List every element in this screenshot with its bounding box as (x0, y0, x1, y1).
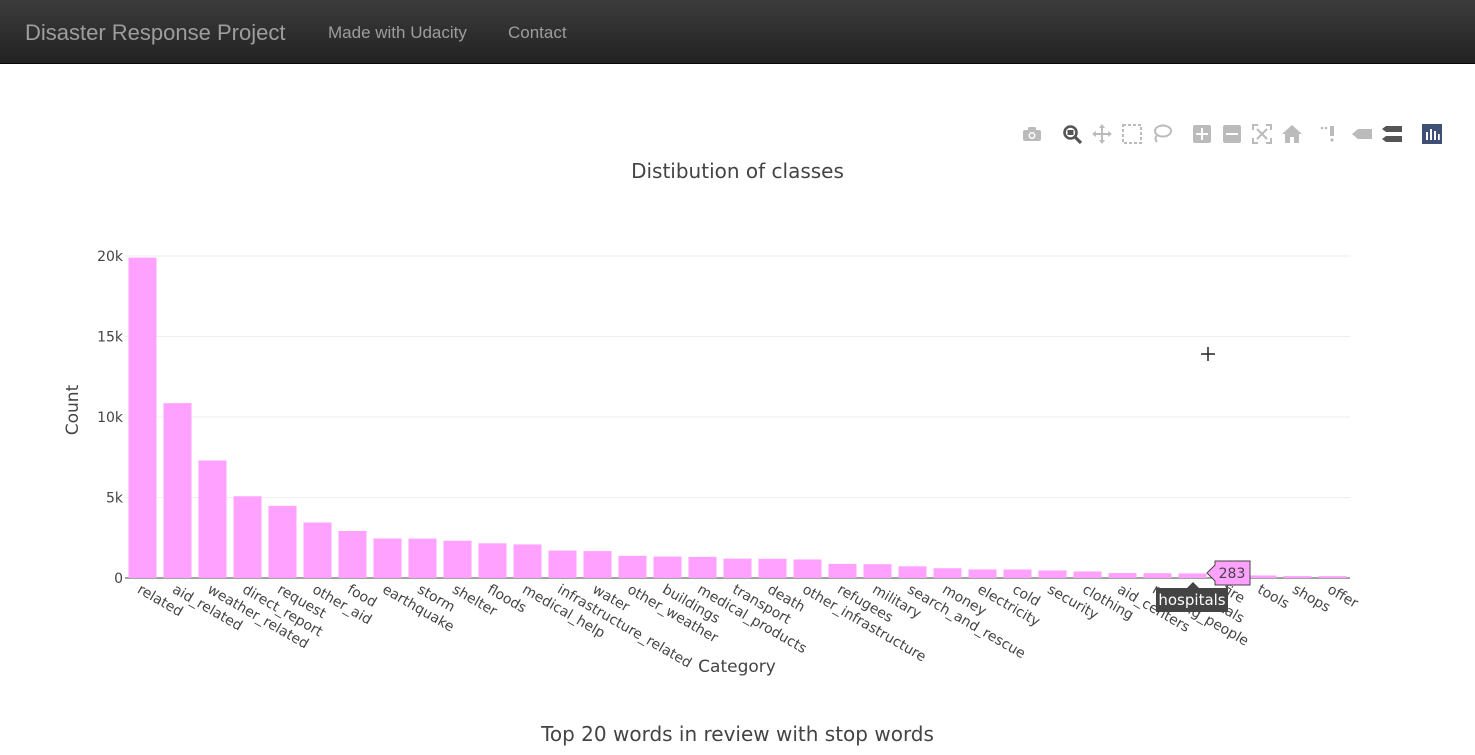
y-axis-ticks: 0 5k 10k 15k 20k (97, 249, 124, 587)
bar-food[interactable] (338, 530, 367, 578)
hover-value: 283 (1219, 566, 1246, 582)
bar-floods[interactable] (478, 543, 507, 578)
x-tick-label: shops (1290, 582, 1333, 616)
bar-other_infrastructure[interactable] (793, 559, 822, 578)
bar-shops[interactable] (1283, 576, 1312, 578)
bar-earthquake[interactable] (373, 538, 402, 578)
x-tick-label: tools (1255, 582, 1292, 613)
bar-tools[interactable] (1248, 575, 1277, 578)
bar-related[interactable] (128, 257, 157, 578)
zoom-in-icon[interactable] (1191, 123, 1213, 145)
bar-weather_related[interactable] (198, 460, 227, 578)
bar-shelter[interactable] (443, 540, 472, 578)
next-chart-title: Top 20 words in review with stop words (541, 722, 934, 746)
bar-hospitals[interactable] (1178, 573, 1207, 578)
nav-link-udacity[interactable]: Made with Udacity (328, 23, 467, 42)
bar-death[interactable] (758, 558, 787, 578)
hover-category: hospitals (1158, 591, 1225, 609)
hover-label: 283 hospitals (1156, 560, 1251, 612)
camera-icon[interactable] (1021, 123, 1043, 145)
bar-storm[interactable] (408, 538, 437, 578)
bar-money[interactable] (933, 568, 962, 578)
bar-aid_related[interactable] (163, 403, 192, 578)
plotly-logo-icon[interactable] (1421, 123, 1443, 145)
hover-compare-icon[interactable] (1381, 123, 1403, 145)
y-tick-label: 10k (97, 410, 124, 426)
bar-direct_report[interactable] (233, 496, 262, 578)
y-axis-title: Count (63, 384, 83, 435)
bar-missing_people[interactable] (1143, 573, 1172, 578)
lasso-icon[interactable] (1151, 123, 1173, 145)
brand-link[interactable]: Disaster Response Project (25, 20, 286, 45)
reset-axes-icon[interactable] (1281, 123, 1303, 145)
bar-refugees[interactable] (828, 563, 857, 578)
bar-offer[interactable] (1318, 576, 1347, 578)
bar-aid_centers[interactable] (1108, 573, 1137, 578)
box-select-icon[interactable] (1121, 123, 1143, 145)
bar-request[interactable] (268, 505, 297, 578)
bar-other_weather[interactable] (618, 555, 647, 578)
pan-icon[interactable] (1091, 123, 1113, 145)
bar-cold[interactable] (1003, 569, 1032, 578)
bar-security[interactable] (1038, 570, 1067, 578)
bar-clothing[interactable] (1073, 571, 1102, 578)
autoscale-icon[interactable] (1251, 123, 1273, 145)
chart-title: Distibution of classes (631, 159, 844, 183)
bars (128, 257, 1347, 578)
bar-medical_products[interactable] (688, 556, 717, 578)
bar-search_and_rescue[interactable] (898, 566, 927, 578)
x-tick-label: offer (1325, 582, 1361, 612)
bar-buildings[interactable] (653, 556, 682, 578)
y-tick-label: 5k (106, 491, 124, 507)
nav-link-contact[interactable]: Contact (508, 23, 567, 42)
zoom-out-icon[interactable] (1221, 123, 1243, 145)
bar-other_aid[interactable] (303, 522, 332, 578)
bar-military[interactable] (863, 564, 892, 578)
navbar: Disaster Response Project Made with Udac… (0, 0, 1475, 64)
hover-closest-icon[interactable] (1351, 123, 1373, 145)
y-tick-label: 20k (97, 249, 124, 265)
zoom-icon[interactable] (1061, 123, 1083, 145)
bar-water[interactable] (583, 551, 612, 578)
x-axis-title: Category (698, 657, 776, 677)
bar-electricity[interactable] (968, 569, 997, 578)
spike-lines-icon[interactable] (1318, 123, 1340, 145)
bar-transport[interactable] (723, 558, 752, 578)
y-tick-label: 0 (114, 571, 123, 587)
y-tick-label: 15k (97, 330, 124, 346)
modebar (0, 123, 1475, 145)
bar-medical_help[interactable] (513, 544, 542, 578)
crosshair-cursor (1201, 347, 1215, 361)
bar-infrastructure_related[interactable] (548, 550, 577, 578)
